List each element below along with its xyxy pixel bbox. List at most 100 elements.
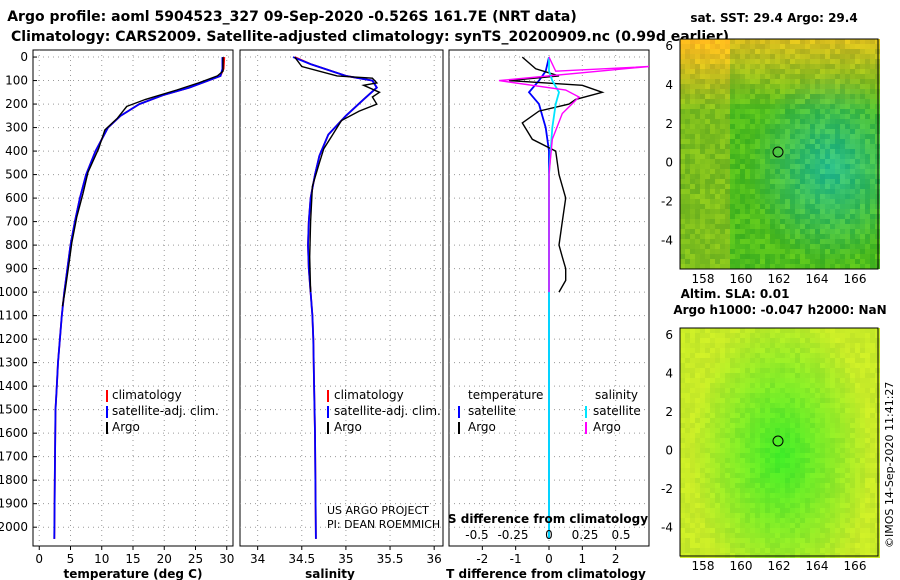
map-cell [820, 368, 825, 373]
map-cell [725, 94, 730, 99]
map-cell [780, 388, 785, 393]
map-cell [725, 119, 730, 124]
map-cell [770, 358, 775, 363]
map-cell [790, 348, 795, 353]
map-cell [830, 224, 835, 229]
map-cell [825, 378, 830, 383]
map-cell [685, 224, 690, 229]
map-cell [800, 214, 805, 219]
map-cell [715, 358, 720, 363]
map-cell [720, 149, 725, 154]
map-cell [855, 39, 860, 44]
map-cell [680, 543, 685, 548]
map-cell [715, 259, 720, 264]
map-cell [680, 368, 685, 373]
map-cell [865, 189, 870, 194]
map-cell [700, 333, 705, 338]
map-cell [685, 438, 690, 443]
map-cell [735, 378, 740, 383]
map-cell [795, 229, 800, 234]
map-cell [860, 54, 865, 59]
map-cell [690, 488, 695, 493]
map-cell [710, 139, 715, 144]
map-cell [725, 219, 730, 224]
map-cell [730, 109, 735, 114]
map-cell [860, 523, 865, 528]
map-cell [765, 229, 770, 234]
map-cell [865, 184, 870, 189]
map-cell [690, 353, 695, 358]
map-cell [785, 259, 790, 264]
map-cell [780, 363, 785, 368]
map-cell [730, 363, 735, 368]
map-cell [865, 139, 870, 144]
x-tick-label: 30 [219, 552, 234, 566]
map-cell [805, 513, 810, 518]
map-cell [815, 69, 820, 74]
map-cell [785, 199, 790, 204]
map-cell [795, 154, 800, 159]
map-cell [790, 209, 795, 214]
map-cell [690, 328, 695, 333]
map-cell [840, 483, 845, 488]
map-cell [750, 503, 755, 508]
map-cell [685, 333, 690, 338]
map-cell [840, 503, 845, 508]
map-cell [680, 453, 685, 458]
map-cell [785, 114, 790, 119]
map-cell [735, 39, 740, 44]
map-cell [830, 503, 835, 508]
map-cell [870, 393, 875, 398]
map-cell [810, 518, 815, 523]
map-cell [775, 119, 780, 124]
map-cell [860, 368, 865, 373]
map-cell [745, 428, 750, 433]
map-cell [865, 363, 870, 368]
map-cell [870, 433, 875, 438]
map-cell [825, 483, 830, 488]
map-cell [870, 224, 875, 229]
map-cell [755, 418, 760, 423]
map-cell [700, 343, 705, 348]
map-cell [685, 194, 690, 199]
map-cell [770, 533, 775, 538]
map-cell [850, 493, 855, 498]
map-cell [735, 89, 740, 94]
map-cell [755, 398, 760, 403]
map-cell [865, 149, 870, 154]
map-cell [815, 498, 820, 503]
map-cell [785, 463, 790, 468]
map-cell [810, 333, 815, 338]
map-cell [680, 383, 685, 388]
x-tick-label: 0 [545, 552, 553, 566]
map-cell [730, 69, 735, 74]
map-cell [805, 438, 810, 443]
map-cell [840, 64, 845, 69]
map-cell [835, 214, 840, 219]
map-cell [730, 194, 735, 199]
map-cell [775, 473, 780, 478]
map-cell [805, 124, 810, 129]
map-cell [710, 413, 715, 418]
map-cell [730, 368, 735, 373]
map-cell [860, 264, 865, 269]
map-cell [780, 338, 785, 343]
map-cell [765, 548, 770, 553]
map-cell [800, 513, 805, 518]
map-cell [745, 403, 750, 408]
map-cell [765, 89, 770, 94]
map-cell [865, 174, 870, 179]
map-cell [830, 229, 835, 234]
map-cell [835, 548, 840, 553]
map-cell [795, 64, 800, 69]
map-cell [740, 343, 745, 348]
map-cell [765, 393, 770, 398]
map-cell [855, 518, 860, 523]
map-cell [765, 493, 770, 498]
map-cell [690, 508, 695, 513]
map-cell [865, 229, 870, 234]
map-cell [845, 428, 850, 433]
map-cell [765, 353, 770, 358]
map-cell [835, 408, 840, 413]
map-cell [680, 548, 685, 553]
